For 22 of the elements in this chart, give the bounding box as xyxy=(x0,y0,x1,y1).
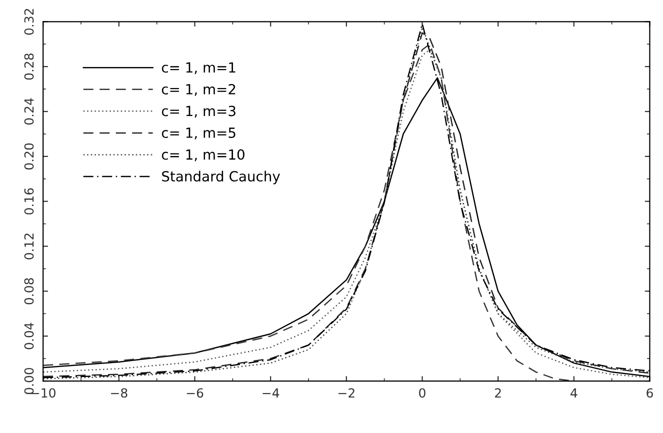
x-tick-label: 6 xyxy=(646,388,653,398)
legend-label: c= 1, m=10 xyxy=(162,149,244,162)
x-tick-label: −6 xyxy=(186,388,204,398)
y-tick-label: 0.28 xyxy=(24,54,34,80)
legend-label: Standard Cauchy xyxy=(162,170,280,184)
legend-label: c= 1, m=2 xyxy=(162,84,236,96)
y-tick-label: 0.08 xyxy=(24,278,34,304)
y-tick-label: 0.20 xyxy=(24,143,34,170)
x-tick-label: −4 xyxy=(262,388,280,398)
x-tick-label: −2 xyxy=(338,388,354,398)
y-tick-label: 0.24 xyxy=(24,98,34,125)
legend-label: c= 1, m=1 xyxy=(162,62,236,74)
x-tick-label: 4 xyxy=(570,388,578,398)
x-tick-label: 0 xyxy=(419,388,426,398)
y-tick-label: 0.12 xyxy=(24,234,34,260)
x-tick-label: −8 xyxy=(111,388,128,398)
x-tick-label: 2 xyxy=(495,388,501,398)
y-tick-label: 0.04 xyxy=(24,322,34,350)
y-tick-label: 0.32 xyxy=(24,8,34,35)
y-tick-label: 0.16 xyxy=(24,188,34,214)
legend-label: c= 1, m=5 xyxy=(162,128,236,140)
legend-label: c= 1, m=3 xyxy=(162,106,236,118)
